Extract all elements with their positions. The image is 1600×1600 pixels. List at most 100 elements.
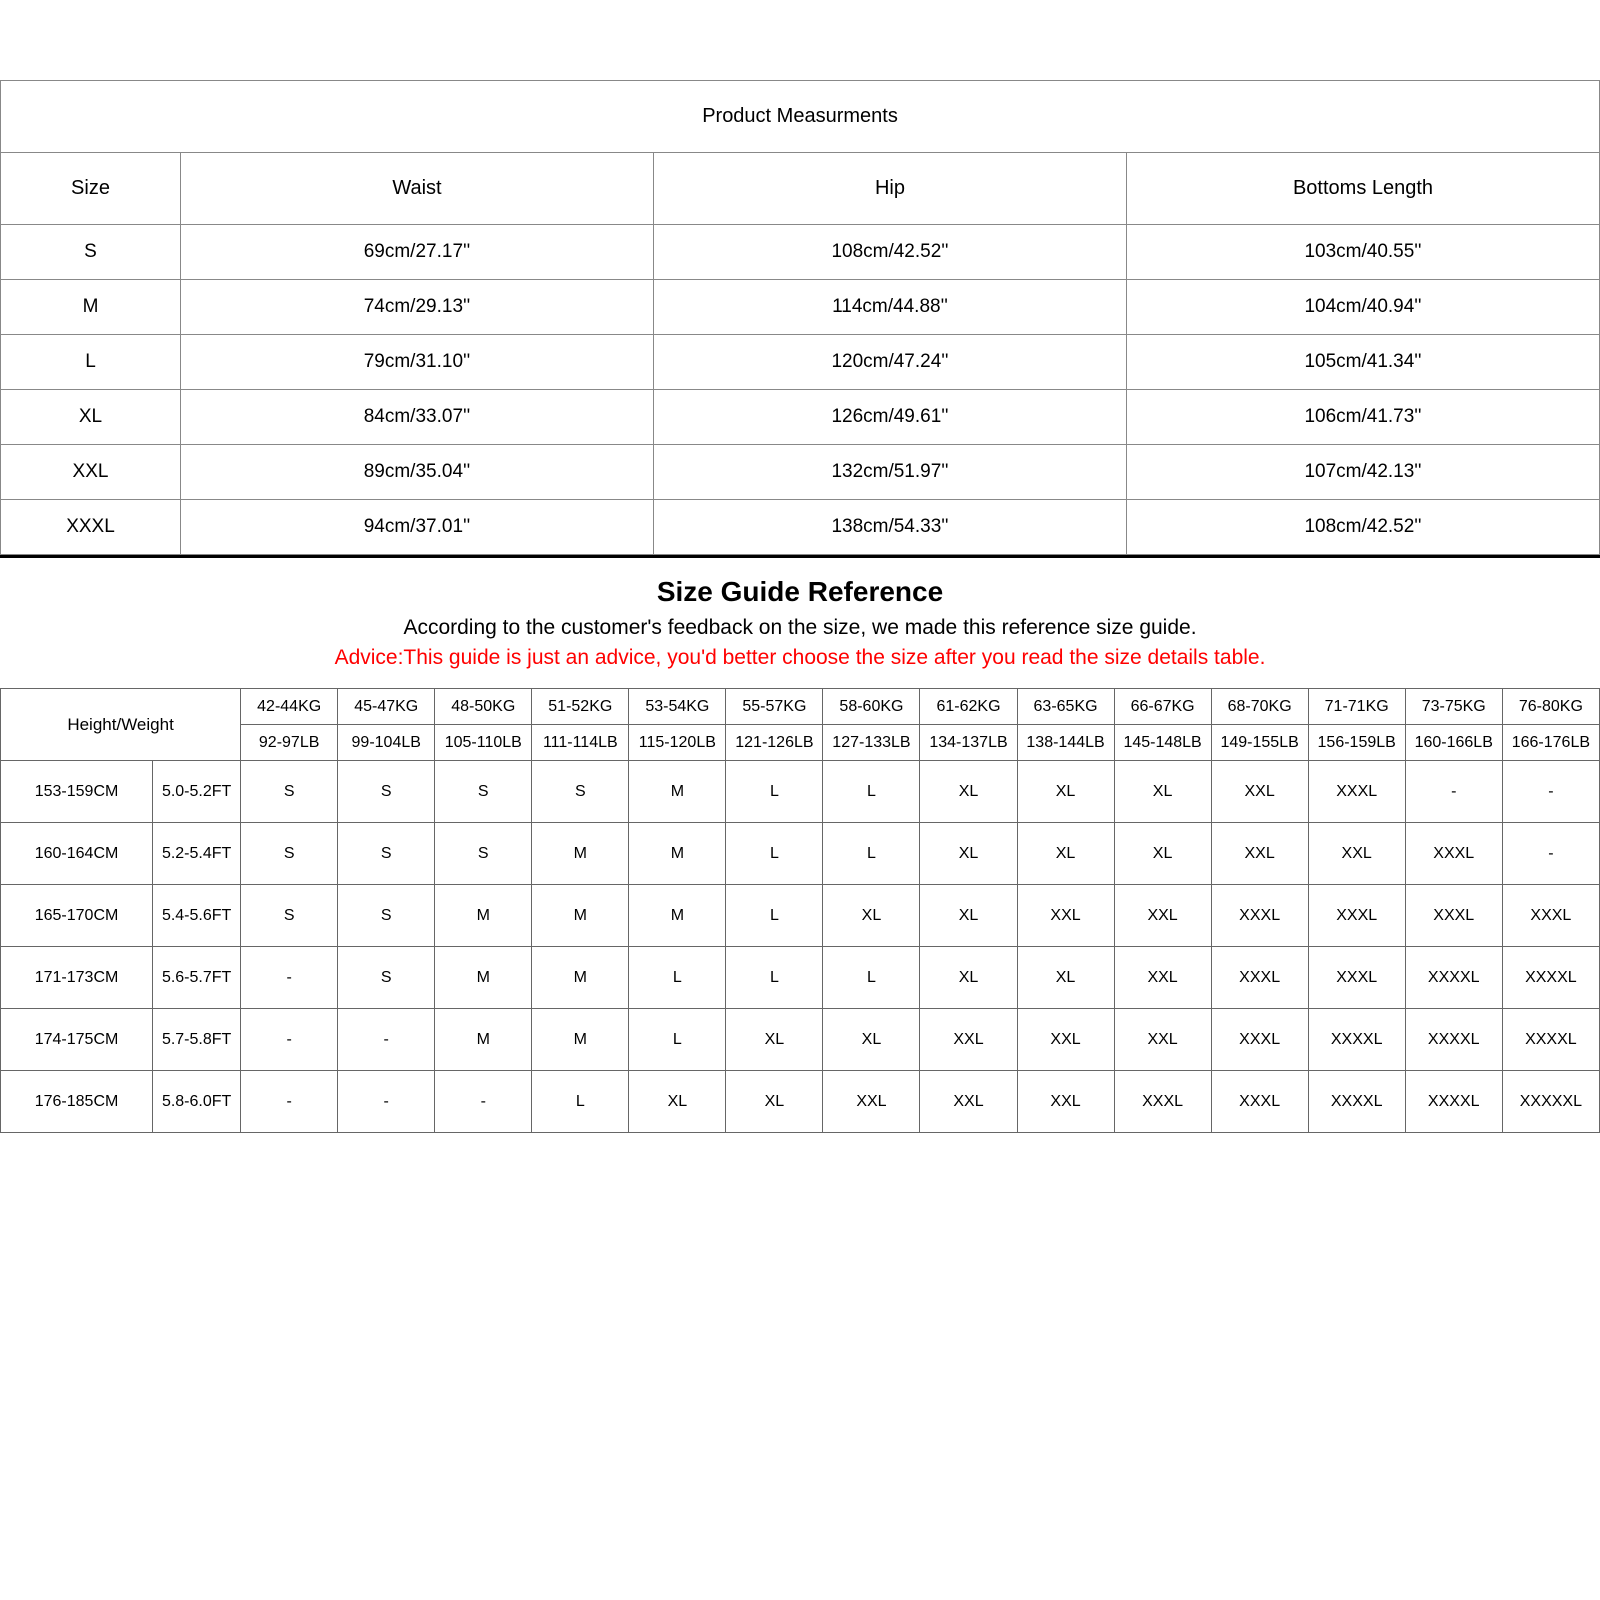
size-cell: XXXL — [1114, 1071, 1211, 1133]
table-cell: 106cm/41.73'' — [1127, 390, 1600, 445]
size-cell: M — [435, 1009, 532, 1071]
height-ft: 5.8-6.0FT — [153, 1071, 241, 1133]
table-cell: 94cm/37.01'' — [181, 500, 654, 555]
table-row: S69cm/27.17''108cm/42.52''103cm/40.55'' — [1, 225, 1600, 280]
size-guide-intro: Size Guide Reference According to the cu… — [0, 558, 1600, 688]
weight-kg-header: 66-67KG — [1114, 689, 1211, 725]
table-cell: S — [1, 225, 181, 280]
size-guide-section: Size Guide Reference According to the cu… — [0, 555, 1600, 1133]
weight-kg-header: 68-70KG — [1211, 689, 1308, 725]
weight-lb-header: 134-137LB — [920, 725, 1017, 761]
height-ft: 5.6-5.7FT — [153, 947, 241, 1009]
size-cell: M — [435, 947, 532, 1009]
size-guide-heading: Size Guide Reference — [0, 576, 1600, 608]
weight-kg-header: 71-71KG — [1308, 689, 1405, 725]
height-cm: 171-173CM — [1, 947, 153, 1009]
size-cell: XXXXL — [1502, 1009, 1599, 1071]
weight-kg-header: 42-44KG — [241, 689, 338, 725]
weight-lb-header: 156-159LB — [1308, 725, 1405, 761]
table-cell: XXXL — [1, 500, 181, 555]
size-cell: XL — [920, 947, 1017, 1009]
weight-kg-header: 73-75KG — [1405, 689, 1502, 725]
size-cell: XL — [823, 885, 920, 947]
size-cell: XXL — [823, 1071, 920, 1133]
size-guide-row: 171-173CM5.6-5.7FT-SMMLLLXLXLXXLXXXLXXXL… — [1, 947, 1600, 1009]
page-content: Product Measurments Size Waist Hip Botto… — [0, 80, 1600, 1133]
size-guide-header-lb: 92-97LB99-104LB105-110LB111-114LB115-120… — [1, 725, 1600, 761]
size-cell: - — [338, 1009, 435, 1071]
table-cell: XL — [1, 390, 181, 445]
col-size: Size — [1, 153, 181, 225]
weight-lb-header: 121-126LB — [726, 725, 823, 761]
height-cm: 174-175CM — [1, 1009, 153, 1071]
table-cell: 138cm/54.33'' — [654, 500, 1127, 555]
size-cell: S — [338, 947, 435, 1009]
size-cell: L — [629, 947, 726, 1009]
table-cell: 108cm/42.52'' — [654, 225, 1127, 280]
size-cell: - — [338, 1071, 435, 1133]
size-cell: M — [532, 885, 629, 947]
weight-kg-header: 58-60KG — [823, 689, 920, 725]
size-cell: XXXL — [1502, 885, 1599, 947]
table-cell: 132cm/51.97'' — [654, 445, 1127, 500]
height-cm: 160-164CM — [1, 823, 153, 885]
size-cell: - — [241, 1071, 338, 1133]
size-cell: XXL — [1114, 947, 1211, 1009]
size-cell: S — [338, 885, 435, 947]
height-weight-label: Height/Weight — [1, 689, 241, 761]
measurements-table: Product Measurments Size Waist Hip Botto… — [0, 80, 1600, 555]
size-cell: M — [629, 823, 726, 885]
size-cell: L — [823, 761, 920, 823]
size-cell: XXXXL — [1405, 947, 1502, 1009]
size-cell: S — [241, 761, 338, 823]
size-cell: M — [532, 1009, 629, 1071]
size-cell: L — [726, 947, 823, 1009]
size-cell: XXXL — [1308, 761, 1405, 823]
size-cell: XXL — [1017, 885, 1114, 947]
table-cell: 104cm/40.94'' — [1127, 280, 1600, 335]
height-ft: 5.4-5.6FT — [153, 885, 241, 947]
size-cell: L — [726, 885, 823, 947]
size-cell: XXL — [1308, 823, 1405, 885]
size-cell: XL — [920, 885, 1017, 947]
size-cell: XXXL — [1405, 823, 1502, 885]
size-cell: L — [726, 761, 823, 823]
size-cell: S — [435, 761, 532, 823]
weight-lb-header: 145-148LB — [1114, 725, 1211, 761]
measurements-header-row: Size Waist Hip Bottoms Length — [1, 153, 1600, 225]
weight-lb-header: 149-155LB — [1211, 725, 1308, 761]
table-cell: 114cm/44.88'' — [654, 280, 1127, 335]
table-cell: 108cm/42.52'' — [1127, 500, 1600, 555]
table-row: XL84cm/33.07''126cm/49.61''106cm/41.73'' — [1, 390, 1600, 445]
size-cell: XXL — [1211, 823, 1308, 885]
size-cell: - — [241, 1009, 338, 1071]
size-cell: XL — [726, 1009, 823, 1071]
size-cell: - — [241, 947, 338, 1009]
size-cell: M — [629, 885, 726, 947]
size-cell: XXXL — [1308, 947, 1405, 1009]
size-cell: XL — [726, 1071, 823, 1133]
size-cell: XXL — [920, 1071, 1017, 1133]
size-cell: - — [1502, 823, 1599, 885]
size-cell: XXXL — [1308, 885, 1405, 947]
weight-lb-header: 127-133LB — [823, 725, 920, 761]
size-cell: XL — [1114, 823, 1211, 885]
table-cell: L — [1, 335, 181, 390]
height-ft: 5.7-5.8FT — [153, 1009, 241, 1071]
weight-lb-header: 111-114LB — [532, 725, 629, 761]
size-cell: M — [532, 947, 629, 1009]
size-cell: L — [532, 1071, 629, 1133]
col-bottoms: Bottoms Length — [1127, 153, 1600, 225]
weight-kg-header: 76-80KG — [1502, 689, 1599, 725]
weight-lb-header: 99-104LB — [338, 725, 435, 761]
size-cell: S — [338, 823, 435, 885]
size-guide-line1: According to the customer's feedback on … — [0, 616, 1600, 640]
size-guide-line2: Advice:This guide is just an advice, you… — [0, 646, 1600, 670]
size-guide-table: Height/Weight42-44KG45-47KG48-50KG51-52K… — [0, 688, 1600, 1133]
size-cell: XXXXL — [1502, 947, 1599, 1009]
size-cell: XL — [1114, 761, 1211, 823]
size-guide-row: 153-159CM5.0-5.2FTSSSSMLLXLXLXLXXLXXXL-- — [1, 761, 1600, 823]
height-ft: 5.0-5.2FT — [153, 761, 241, 823]
table-cell: XXL — [1, 445, 181, 500]
size-guide-row: 174-175CM5.7-5.8FT--MMLXLXLXXLXXLXXLXXXL… — [1, 1009, 1600, 1071]
